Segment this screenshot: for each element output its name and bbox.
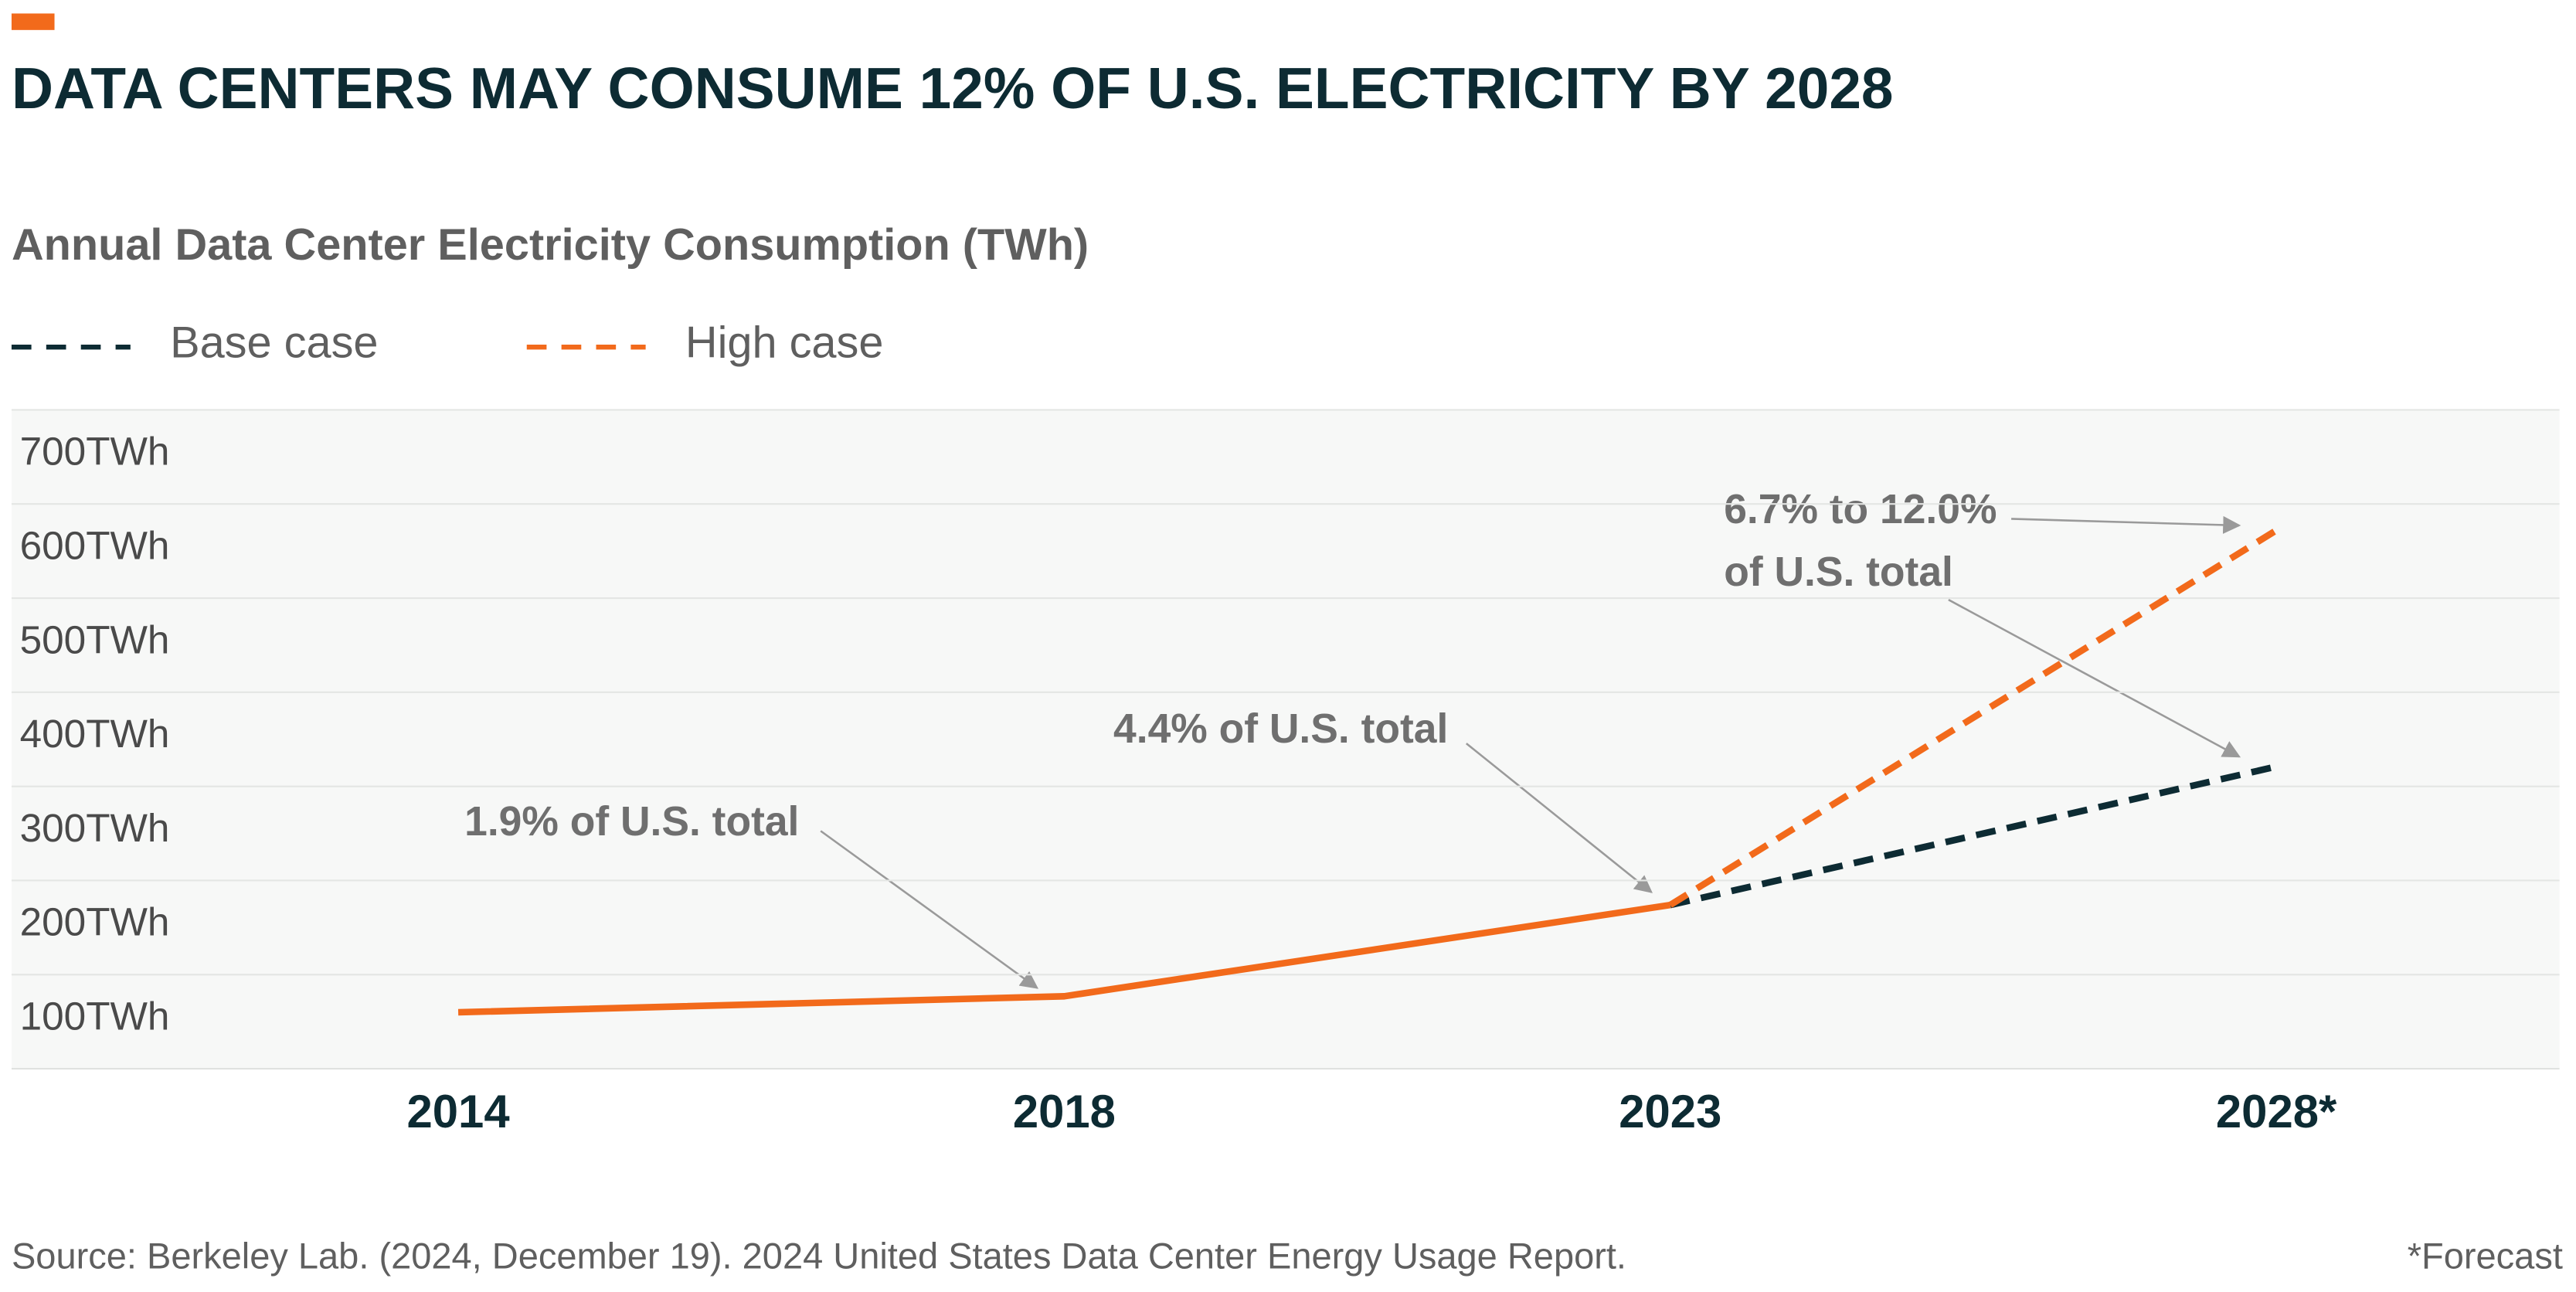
y-tick-label: 400TWh (20, 712, 170, 756)
source: Source: Berkeley Lab. (2024, December 19… (12, 1235, 1626, 1276)
chart-subtitle: Annual Data Center Electricity Consumpti… (12, 220, 1089, 270)
y-tick-label: 300TWh (20, 806, 170, 850)
y-tick-label: 100TWh (20, 994, 170, 1039)
legend-label: High case (685, 318, 884, 367)
series-line (457, 901, 1671, 1016)
annotation: 1.9% of U.S. total (464, 799, 799, 845)
y-tick-label: 200TWh (20, 900, 170, 944)
y-tick-label: 500TWh (20, 617, 170, 661)
chart-title: DATA CENTERS MAY CONSUME 12% OF U.S. ELE… (12, 56, 1894, 121)
marks: 100TWh 200TWh 300TWh 400TWh 500TWh 600TWh 700T… (11, 318, 2560, 1137)
series-line (1669, 763, 2278, 909)
plot-area (11, 410, 2560, 1069)
annotation-arrow (1948, 599, 2241, 758)
x-tick-label: 2018 (1013, 1086, 1116, 1137)
accent-bar (11, 13, 55, 30)
legend-label: Base case (170, 318, 378, 367)
x-tick-label: 2023 (1619, 1086, 1721, 1137)
annotation: 4.4% of U.S. total (1113, 706, 1448, 752)
annotation-arrow (1466, 743, 1653, 893)
y-tick-label: 600TWh (20, 523, 170, 567)
y-tick-label: 700TWh (20, 430, 170, 474)
footnote: *Forecast (2408, 1235, 2563, 1276)
annotation: 6.7% to 12.0% (1724, 487, 1997, 532)
series-line (1668, 527, 2279, 908)
annotation: of U.S. total (1724, 549, 1953, 595)
x-tick-label: 2014 (407, 1086, 510, 1137)
annotation-arrow (820, 830, 1039, 989)
x-tick-label: 2028* (2216, 1086, 2337, 1137)
annotation-arrow (2011, 515, 2241, 534)
